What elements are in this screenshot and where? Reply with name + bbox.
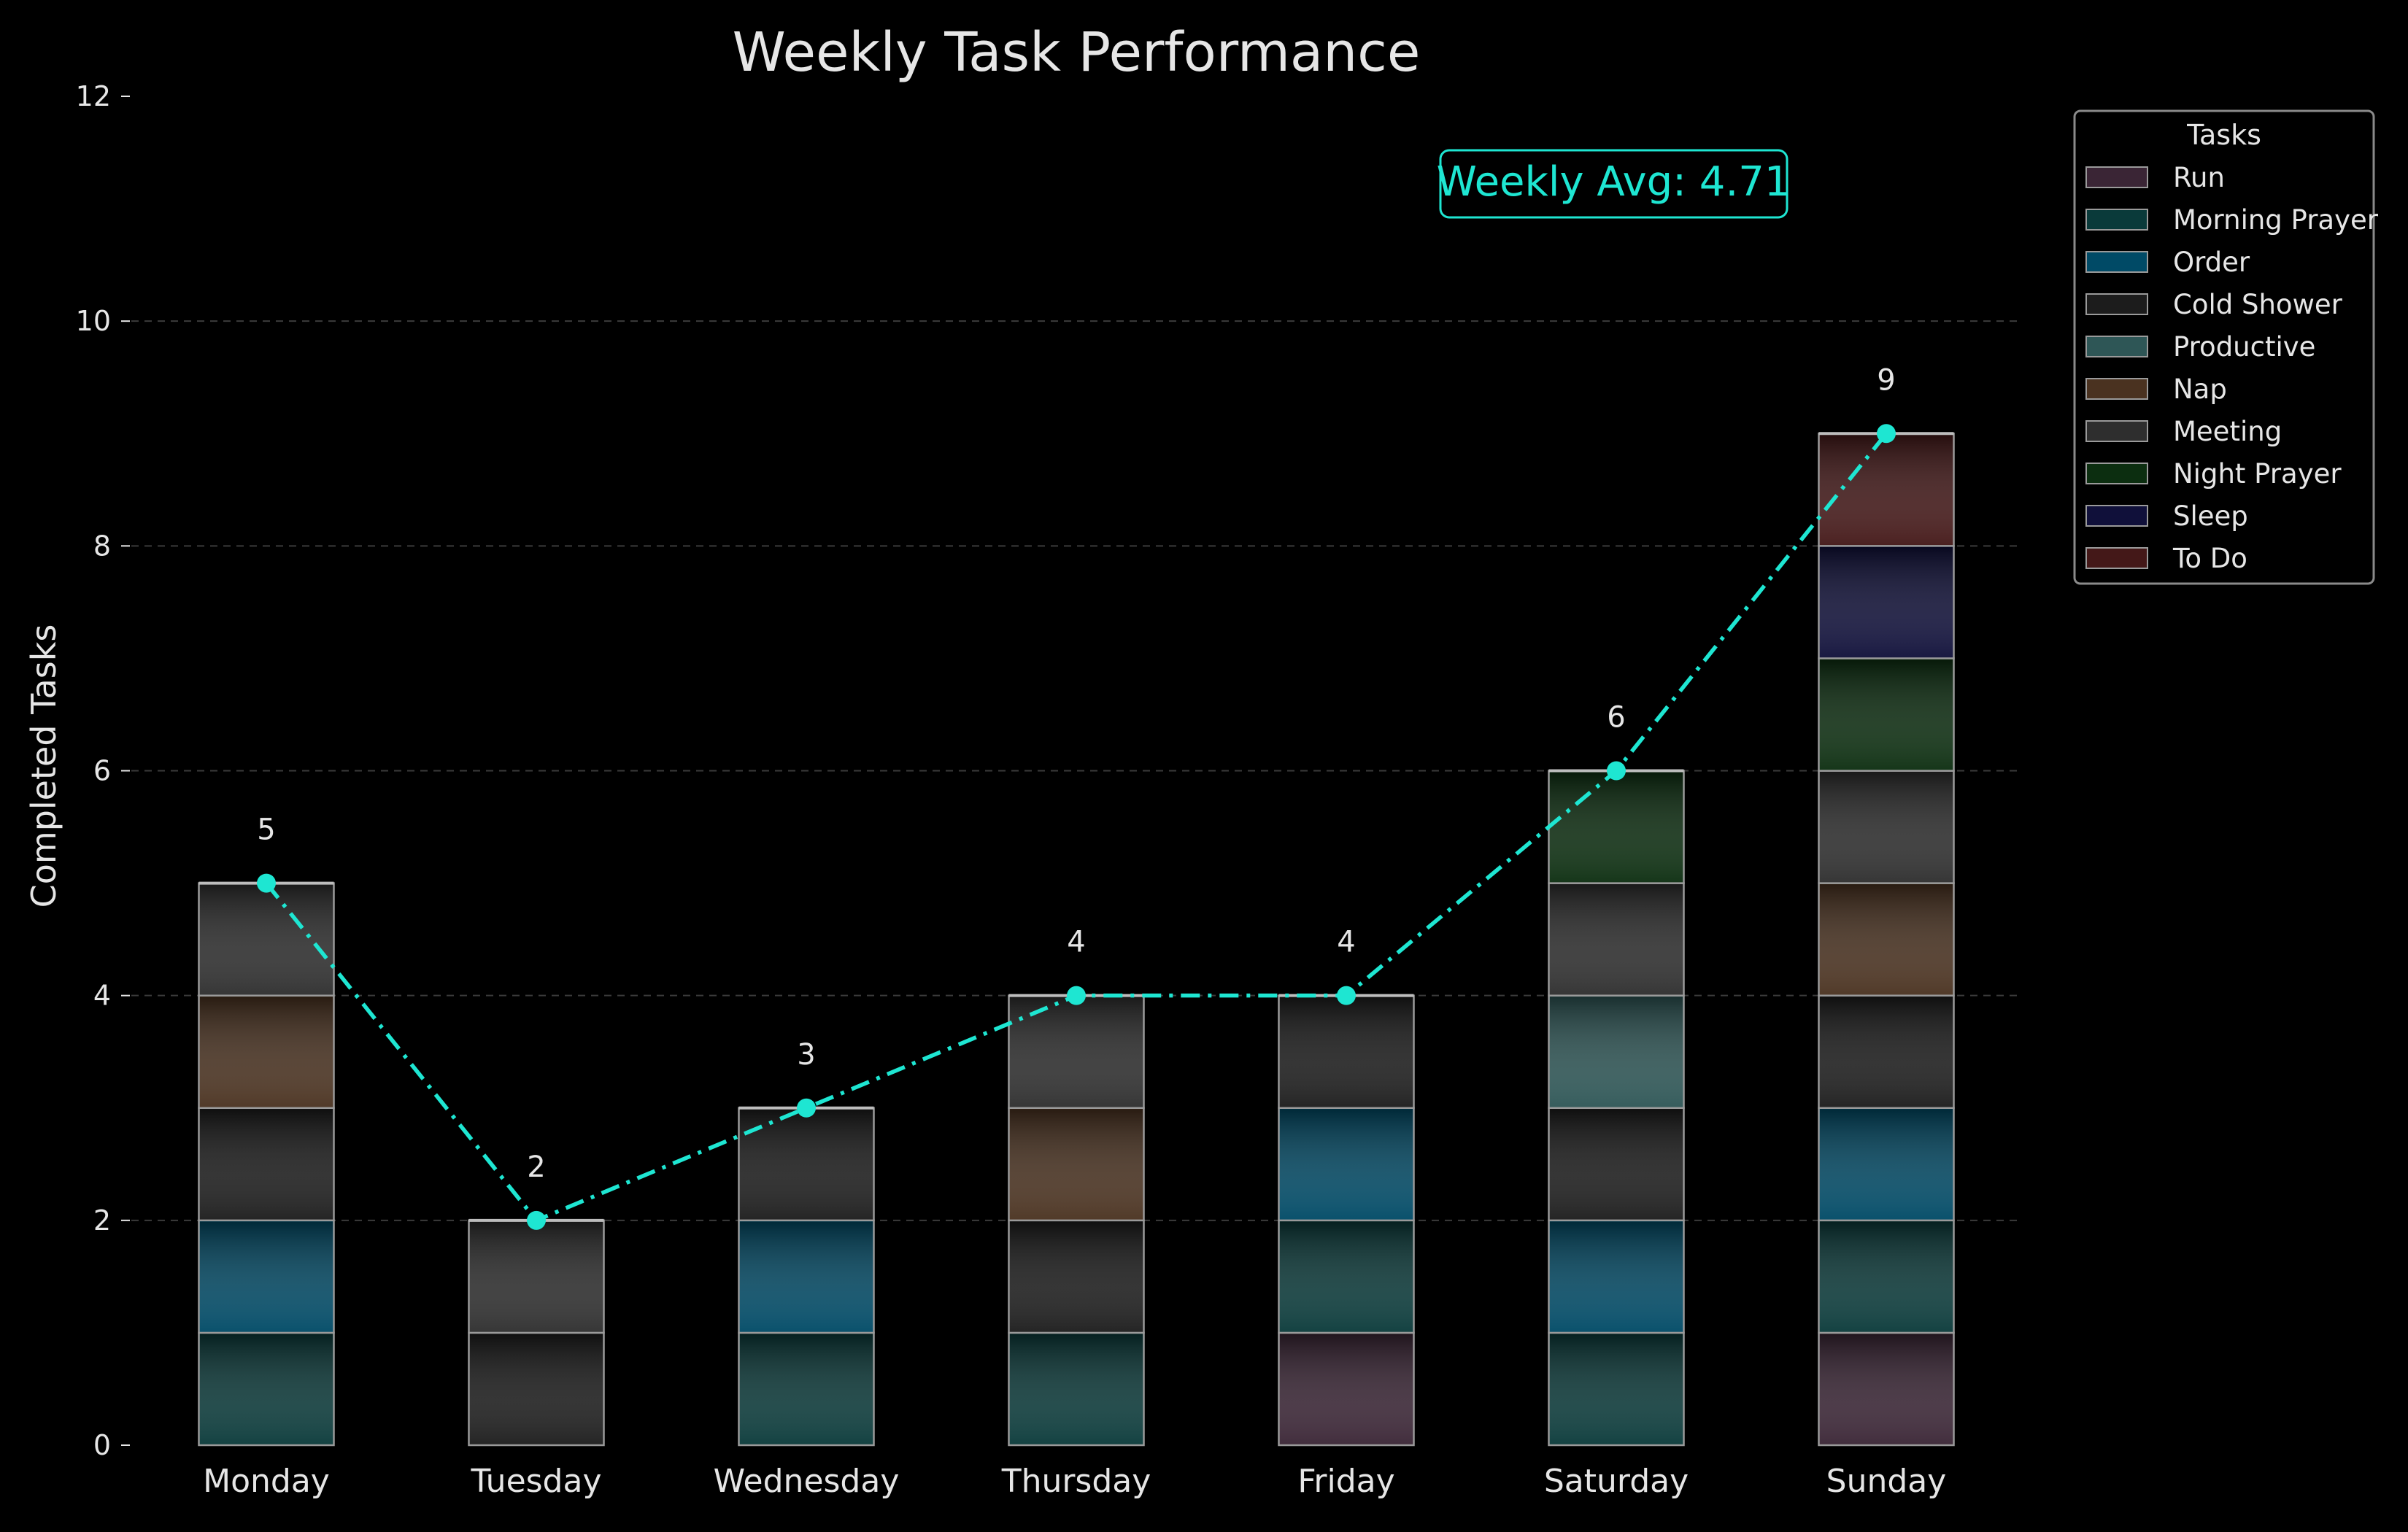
line-layer xyxy=(257,424,1896,1230)
legend-swatch xyxy=(2085,420,2148,442)
total-point xyxy=(257,873,276,893)
bar-segment-shade xyxy=(1280,1334,1413,1444)
y-tick-label: 8 xyxy=(93,530,111,562)
legend-label: Order xyxy=(2173,247,2250,278)
legend-label: Meeting xyxy=(2173,416,2282,447)
bar-segment-shade xyxy=(1550,1334,1683,1444)
bar-segment-shade xyxy=(470,1221,603,1332)
legend-label: Morning Prayer xyxy=(2173,204,2379,236)
legend-swatch xyxy=(2085,251,2148,273)
total-point xyxy=(527,1210,546,1230)
average-annotation-text: Weekly Avg: 4.71 xyxy=(1437,158,1791,206)
chart-title: Weekly Task Performance xyxy=(733,21,1421,84)
bar-segment-shade xyxy=(1820,1221,1953,1332)
x-tick-label: Wednesday xyxy=(714,1463,900,1500)
bar-segment-shade xyxy=(1550,884,1683,995)
average-annotation-box xyxy=(1439,149,1788,219)
bar-segment-shade xyxy=(200,997,333,1107)
legend-label: Nap xyxy=(2173,374,2227,405)
y-tick-label: 0 xyxy=(93,1429,111,1461)
legend-title: Tasks xyxy=(2186,119,2261,151)
label-layer: 5 2 3 4 4 6 9 xyxy=(257,363,1895,1184)
bar-segment-shade xyxy=(1820,1334,1953,1444)
bar-segment-shade xyxy=(1550,997,1683,1107)
x-tick-label: Thursday xyxy=(1001,1463,1151,1500)
bar-segment-shade xyxy=(1550,1109,1683,1220)
legend-frame xyxy=(2073,109,2375,585)
y-tick-label: 10 xyxy=(76,305,111,337)
total-point xyxy=(797,1098,816,1118)
bar-segment-shade xyxy=(1820,997,1953,1107)
total-label: 6 xyxy=(1607,701,1625,735)
axis-layer: 0 2 4 6 8 10 12 Monday Tuesday Wednesday Thursday F… xyxy=(76,80,1947,1500)
bar-segment-shade xyxy=(1280,997,1413,1107)
legend-swatch xyxy=(2085,166,2148,188)
legend-items: Run Morning Prayer Order Cold Shower Product… xyxy=(2085,162,2379,574)
y-tick-label: 12 xyxy=(76,80,111,112)
y-tick-label: 4 xyxy=(93,980,111,1012)
bar-segment-shade xyxy=(1550,1221,1683,1332)
bar-segment-shade xyxy=(1820,546,1953,657)
bar-segment-shade xyxy=(1280,1109,1413,1220)
bar-segment-shade xyxy=(1820,772,1953,883)
average-annotation: Weekly Avg: 4.71 xyxy=(1437,149,1791,219)
legend-swatch xyxy=(2085,209,2148,231)
legend-swatch xyxy=(2085,336,2148,357)
bar-segment-shade xyxy=(740,1334,873,1444)
legend: Tasks Run Morning Prayer Order Cold Shower P… xyxy=(2073,109,2379,585)
total-point xyxy=(1337,986,1356,1005)
legend-swatch xyxy=(2085,547,2148,569)
bar-segment-shade xyxy=(1550,772,1683,883)
legend-swatch xyxy=(2085,463,2148,484)
legend-swatch xyxy=(2085,378,2148,400)
bar-segment-shade xyxy=(1010,1221,1143,1332)
bar-segment-shade xyxy=(200,1109,333,1220)
x-tick-label: Friday xyxy=(1297,1463,1394,1500)
bar-segment-shade xyxy=(470,1334,603,1444)
bar-segment-shade xyxy=(1820,659,1953,770)
x-tick-label: Sunday xyxy=(1826,1463,1947,1500)
x-tick-label: Saturday xyxy=(1544,1463,1689,1500)
total-label: 9 xyxy=(1877,363,1895,397)
total-label: 4 xyxy=(1337,926,1355,959)
y-tick-label: 2 xyxy=(93,1204,111,1237)
legend-label: Productive xyxy=(2173,331,2315,363)
total-label: 5 xyxy=(257,813,275,847)
x-tick-label: Monday xyxy=(203,1463,330,1500)
bar-segment-shade xyxy=(1010,1109,1143,1220)
y-axis-label: Completed Tasks xyxy=(24,624,63,908)
bar-segment-shade xyxy=(1280,1221,1413,1332)
total-point xyxy=(1067,986,1086,1005)
legend-swatch xyxy=(2085,293,2148,315)
legend-label: Night Prayer xyxy=(2173,458,2342,490)
total-label: 3 xyxy=(797,1038,815,1072)
total-point xyxy=(1607,761,1626,781)
legend-label: Run xyxy=(2173,162,2225,193)
bar-segment-shade xyxy=(1820,434,1953,545)
legend-label: To Do xyxy=(2172,543,2247,574)
bar-layer xyxy=(198,432,1955,1447)
legend-label: Cold Shower xyxy=(2173,289,2343,320)
bar-segment-shade xyxy=(200,1221,333,1332)
bar-segment-shade xyxy=(1820,1109,1953,1220)
bar-segment-shade xyxy=(740,1221,873,1332)
total-point xyxy=(1877,424,1896,444)
bar-segment-shade xyxy=(200,884,333,995)
total-label: 2 xyxy=(527,1150,545,1184)
bar-segment-shade xyxy=(1010,1334,1143,1444)
bar-segment-shade xyxy=(200,1334,333,1444)
y-tick-label: 6 xyxy=(93,755,111,787)
total-label: 4 xyxy=(1067,926,1085,959)
legend-label: Sleep xyxy=(2173,500,2248,532)
bar-segment-shade xyxy=(1820,884,1953,995)
legend-swatch xyxy=(2085,505,2148,527)
x-tick-label: Tuesday xyxy=(470,1463,601,1500)
